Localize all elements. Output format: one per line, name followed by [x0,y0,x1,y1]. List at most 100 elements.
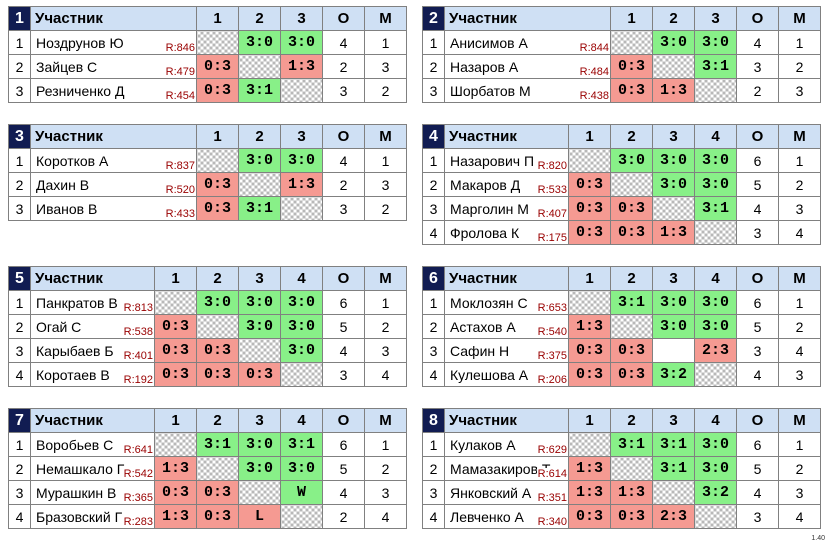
match-score[interactable]: 3:0 [610,148,653,173]
match-score[interactable]: 3:0 [238,432,281,457]
match-score[interactable]: 1:3 [154,504,197,529]
match-score[interactable]: 3:0 [694,432,737,457]
player-name-cell[interactable]: Дахин В R:520 [30,172,197,197]
match-score[interactable]: 3:1 [652,432,695,457]
player-name[interactable]: Коротков А [36,152,109,169]
match-score[interactable]: 0:3 [610,220,653,245]
player-name[interactable]: Анисимов А [450,34,528,51]
match-score[interactable]: 0:3 [196,362,239,387]
player-name[interactable]: Янковский А [450,484,532,501]
player-name-cell[interactable]: Назаров А R:484 [444,54,611,79]
match-score[interactable]: 0:3 [154,480,197,505]
player-name[interactable]: Марголин М [450,200,529,217]
player-name-cell[interactable]: Немашкало Г R:542 [30,456,155,481]
match-score[interactable]: 3:0 [280,290,323,315]
match-score[interactable]: 0:3 [196,172,239,197]
player-name-cell[interactable]: Фролова К R:175 [444,220,569,245]
player-name-cell[interactable]: Кулешова А R:206 [444,362,569,387]
player-name[interactable]: Кулаков А [450,436,516,453]
player-name-cell[interactable]: Астахов А R:540 [444,314,569,339]
match-score[interactable]: 0:3 [568,338,611,363]
match-score[interactable]: 0:3 [154,362,197,387]
player-name[interactable]: Моклозян С [450,294,528,311]
player-name[interactable]: Мамазакиров Т [450,460,551,477]
match-score[interactable]: 3:1 [610,290,653,315]
player-name[interactable]: Карыбаев Б [36,342,114,359]
player-name[interactable]: Зайцев С [36,58,98,75]
match-score[interactable]: 3:0 [694,30,737,55]
player-name[interactable]: Сафин Н [450,342,510,359]
match-score[interactable]: 3:0 [652,148,695,173]
match-score[interactable]: W [280,480,323,505]
match-score[interactable]: 1:3 [568,456,611,481]
player-name[interactable]: Бразовский Г [36,508,123,525]
match-score[interactable]: 3:1 [280,432,323,457]
player-name[interactable]: Резниченко Д [36,82,125,99]
match-score[interactable]: 0:3 [154,338,197,363]
match-score[interactable]: 0:3 [610,196,653,221]
match-score[interactable]: 3:0 [652,314,695,339]
match-score[interactable]: 0:3 [154,314,197,339]
match-score[interactable]: 0:3 [196,338,239,363]
match-score[interactable]: 3:0 [280,456,323,481]
match-score[interactable]: 3:0 [694,456,737,481]
player-name[interactable]: Панкратов В [36,294,118,311]
player-name[interactable]: Фролова К [450,224,520,241]
match-score[interactable]: 3:0 [652,30,695,55]
match-score[interactable]: 1:3 [652,78,695,103]
player-name-cell[interactable]: Марголин М R:407 [444,196,569,221]
match-score[interactable]: 0:3 [568,362,611,387]
match-score[interactable]: 0:3 [196,196,239,221]
match-score[interactable]: 3:2 [694,480,737,505]
player-name-cell[interactable]: Коротков А R:837 [30,148,197,173]
player-name-cell[interactable]: Кулаков А R:629 [444,432,569,457]
player-name[interactable]: Дахин В [36,176,90,193]
match-score[interactable]: 3:1 [694,54,737,79]
match-score[interactable]: 3:0 [280,148,323,173]
match-score[interactable]: 1:3 [652,220,695,245]
player-name-cell[interactable]: Огай С R:538 [30,314,155,339]
match-score[interactable]: 0:3 [568,220,611,245]
player-name-cell[interactable]: Назарович П R:820 [444,148,569,173]
player-name-cell[interactable]: Анисимов А R:844 [444,30,611,55]
player-name-cell[interactable]: Карыбаев Б R:401 [30,338,155,363]
match-score[interactable]: 3:0 [280,338,323,363]
match-score[interactable]: 2:3 [652,504,695,529]
match-score[interactable]: L [238,504,281,529]
player-name[interactable]: Назарович П [450,152,535,169]
match-score[interactable]: 1:3 [568,480,611,505]
match-score[interactable]: 0:3 [196,54,239,79]
player-name-cell[interactable]: Сафин Н R:375 [444,338,569,363]
match-score[interactable]: 0:3 [610,338,653,363]
match-score[interactable]: 3:0 [694,290,737,315]
player-name-cell[interactable]: Макаров Д R:533 [444,172,569,197]
match-score[interactable]: 3:1 [652,456,695,481]
match-score[interactable]: 1:3 [154,456,197,481]
match-score[interactable]: 3:0 [280,314,323,339]
player-name-cell[interactable]: Воробьев С R:641 [30,432,155,457]
player-name[interactable]: Шорбатов М [450,82,531,99]
match-score[interactable]: 3:1 [238,196,281,221]
match-score[interactable]: 0:3 [568,196,611,221]
match-score[interactable]: 0:3 [610,78,653,103]
match-score[interactable]: 0:3 [610,362,653,387]
match-score[interactable]: 2:3 [694,338,737,363]
player-name[interactable]: Макаров Д [450,176,521,193]
match-score[interactable]: 1:3 [610,480,653,505]
match-score[interactable]: 0:3 [610,504,653,529]
match-score[interactable]: 3:0 [238,148,281,173]
match-score[interactable]: 0:3 [610,54,653,79]
player-name-cell[interactable]: Мурашкин В R:365 [30,480,155,505]
player-name-cell[interactable]: Ноздрунов Ю R:846 [30,30,197,55]
player-name-cell[interactable]: Резниченко Д R:454 [30,78,197,103]
player-name-cell[interactable]: Зайцев С R:479 [30,54,197,79]
player-name-cell[interactable]: Моклозян С R:653 [444,290,569,315]
match-score[interactable]: 1:3 [280,172,323,197]
player-name-cell[interactable]: Коротаев В R:192 [30,362,155,387]
match-score[interactable]: 3:0 [652,290,695,315]
match-score[interactable]: 3:0 [196,290,239,315]
match-score[interactable]: 0:3 [238,362,281,387]
match-score[interactable]: 3:1 [610,432,653,457]
player-name-cell[interactable]: Панкратов В R:813 [30,290,155,315]
player-name-cell[interactable]: Янковский А R:351 [444,480,569,505]
